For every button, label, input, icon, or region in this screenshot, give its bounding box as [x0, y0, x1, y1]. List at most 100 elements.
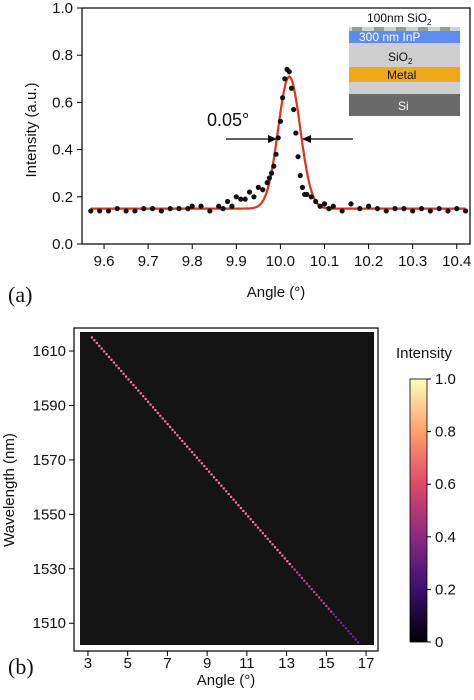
data-point	[88, 208, 94, 214]
heatmap-cell	[134, 386, 137, 389]
heatmap-cell	[161, 417, 164, 420]
heatmap-cell	[181, 439, 184, 443]
heatmap-cell	[98, 344, 101, 347]
x-tick-b-label: 15	[318, 655, 335, 672]
data-point	[105, 208, 112, 214]
heatmap-cell	[227, 492, 230, 496]
x-tick-b-label: 17	[358, 655, 375, 672]
heatmap-cell	[232, 498, 235, 501]
y-axis-a: 0.0 0.2 0.4 0.6 0.8 1.0	[52, 0, 82, 253]
fwhm-annotation: 0.05°	[207, 110, 353, 143]
heatmap-background	[80, 332, 374, 645]
data-point	[277, 118, 284, 124]
data-point	[97, 208, 103, 214]
heatmap-cell	[276, 548, 279, 552]
data-point	[273, 151, 279, 157]
x-tick-b-label: 3	[84, 655, 92, 672]
x-tick-a-label: 10.1	[310, 253, 339, 270]
data-point	[308, 194, 314, 200]
heatmap-cell	[100, 347, 103, 350]
y-tick-a-label: 0.8	[52, 47, 73, 64]
heatmap-cell	[144, 397, 147, 401]
heatmap-cell	[203, 464, 206, 468]
x-tick-a-label: 10.0	[266, 253, 295, 270]
panel-b-label: (b)	[8, 654, 34, 679]
heatmap-cell	[335, 616, 338, 619]
x-axis-a: 9.6 9.7 9.8 9.9 10.0 10.1 10.2 10.3 10.4	[94, 244, 471, 270]
data-point	[189, 203, 195, 209]
y-axis-b: 1510 1530 1550 1570 1590 1610	[33, 343, 74, 632]
data-point	[149, 206, 156, 212]
y-axis-a-label: Intensity (a.u.)	[23, 82, 40, 177]
x-tick-a-label: 9.9	[226, 253, 247, 270]
y-tick-a-label: 1.0	[52, 0, 73, 17]
heatmap-cell	[95, 341, 98, 345]
inset-grating-1	[352, 27, 362, 31]
x-tick-b-label: 5	[124, 655, 132, 672]
inset-grating-2	[374, 27, 384, 31]
data-point	[401, 206, 407, 212]
heatmap-cell	[325, 604, 328, 608]
heatmap-cell	[327, 607, 330, 610]
y-tick-b-label: 1570	[33, 452, 66, 469]
data-point	[383, 208, 389, 214]
data-point	[158, 208, 164, 214]
inset-layer-metal	[349, 67, 460, 82]
heatmap-cell	[110, 358, 113, 361]
heatmap-cell	[146, 400, 150, 403]
heatmap-cell	[190, 451, 194, 454]
heatmap-cell	[90, 336, 94, 339]
data-point	[286, 69, 292, 75]
data-point	[313, 198, 319, 205]
data-point	[264, 180, 270, 186]
data-point	[326, 206, 332, 212]
heatmap-cell	[244, 512, 247, 515]
data-point	[418, 206, 425, 212]
data-point	[246, 189, 253, 195]
heatmap-cell	[107, 355, 111, 359]
heatmap-cell	[264, 534, 267, 538]
data-point	[123, 208, 129, 214]
y-tick-a-label: 0.2	[52, 189, 73, 206]
y-tick-a-label: 0.0	[52, 236, 73, 253]
heatmap-cell	[215, 478, 218, 482]
heatmap-cell	[291, 565, 294, 568]
heatmap-cell	[173, 431, 177, 434]
heatmap-cell	[247, 515, 250, 518]
heatmap-cell	[278, 551, 282, 554]
data-point	[275, 135, 281, 141]
heatmap-cell	[320, 599, 323, 602]
heatmap-cell	[210, 473, 213, 476]
heatmap-cell	[217, 481, 221, 484]
data-point	[141, 206, 147, 212]
data-point	[357, 206, 363, 212]
data-point	[268, 170, 275, 176]
heatmap-cell	[249, 518, 252, 521]
heatmap-cell	[212, 476, 216, 479]
panel-a: 9.6 9.7 9.8 9.9 10.0 10.1 10.2 10.3 10.4 0.00.20…	[8, 0, 471, 307]
heatmap-cell	[105, 353, 108, 356]
y-tick-a-label: 0.4	[52, 142, 73, 159]
data-point	[299, 184, 306, 190]
data-point	[295, 154, 301, 160]
right-arrow-head	[302, 135, 311, 143]
data-point	[251, 194, 257, 200]
data-point	[260, 187, 266, 193]
heatmap-cell	[154, 409, 157, 412]
colorbar-tick-label: 0	[435, 634, 443, 651]
y-tick-b-label: 1610	[33, 343, 66, 360]
heatmap-cell	[261, 532, 264, 535]
heatmap-cell	[195, 456, 199, 459]
x-tick-b-label: 11	[239, 655, 255, 672]
heatmap-cell	[234, 501, 238, 504]
data-point	[238, 196, 244, 202]
data-point	[167, 206, 173, 212]
heatmap-cell	[166, 423, 169, 426]
heatmap-cell	[188, 448, 191, 451]
colorbar-ticks: 1.0 0.8 0.6 0.4 0.2 0	[427, 371, 456, 651]
heatmap-cell	[125, 375, 128, 378]
heatmap-cell	[349, 632, 352, 635]
heatmap-cell	[256, 526, 260, 529]
data-point	[233, 194, 239, 200]
